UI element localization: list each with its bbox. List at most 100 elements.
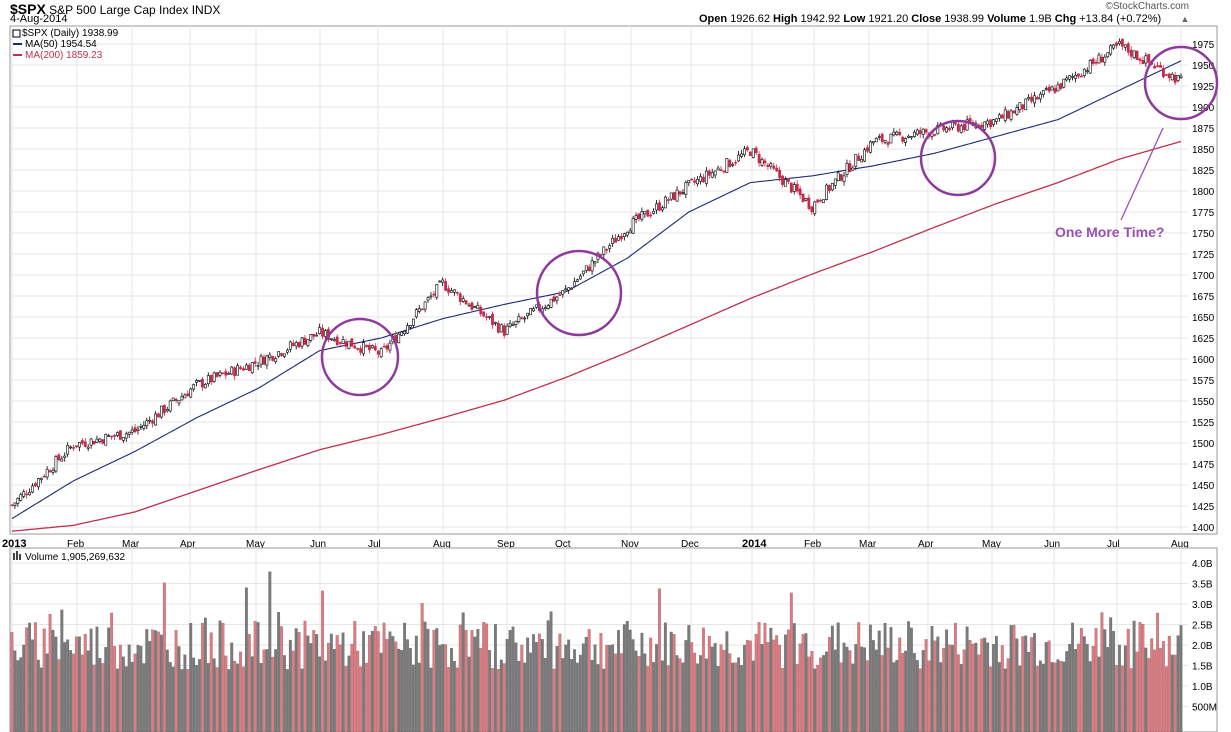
volume-bar xyxy=(1094,628,1098,732)
volume-bar xyxy=(517,660,521,732)
candle-body xyxy=(696,179,699,185)
volume-bar xyxy=(435,628,439,732)
volume-bar xyxy=(104,647,108,732)
candle-body xyxy=(661,207,664,211)
volume-bar xyxy=(338,644,342,732)
volume-bar xyxy=(470,630,474,732)
volume-bar xyxy=(54,636,58,732)
volume-bar xyxy=(537,633,541,732)
volume-bar xyxy=(394,641,398,732)
highlight-circles xyxy=(320,45,1219,397)
volume-bar xyxy=(312,630,316,732)
volume-bar xyxy=(775,635,779,732)
volume-bar xyxy=(719,644,723,732)
volume-bar xyxy=(350,643,354,732)
candle-body xyxy=(719,169,723,171)
candle-body xyxy=(995,118,998,122)
candle-body xyxy=(338,342,342,344)
volume-bar xyxy=(411,664,415,732)
candle-body xyxy=(965,119,969,131)
candle-body xyxy=(707,170,711,176)
volume-bar xyxy=(332,649,336,732)
volume-bar xyxy=(321,590,324,732)
candle-body xyxy=(848,163,852,172)
volume-bar xyxy=(813,668,817,732)
volume-bar xyxy=(1159,647,1162,732)
candle-body xyxy=(666,199,670,201)
candle-body xyxy=(66,445,70,455)
candle-body xyxy=(203,384,207,389)
volume-bar xyxy=(526,637,530,732)
candle-body xyxy=(324,330,327,338)
candle-body xyxy=(206,375,210,385)
volume-bar xyxy=(230,642,234,732)
volume-bar xyxy=(860,646,864,732)
volume-bar xyxy=(751,660,755,732)
volume-bar xyxy=(602,668,606,732)
candle-body xyxy=(863,149,866,162)
volume-bar xyxy=(617,630,620,732)
volume-bar xyxy=(702,627,705,732)
candle-body xyxy=(959,125,963,133)
open-value: 1926.62 xyxy=(730,13,770,25)
volume-bar xyxy=(13,650,17,732)
candle-body xyxy=(195,380,198,383)
volume-bar xyxy=(596,664,600,732)
volume-bar xyxy=(825,651,828,732)
volume-bar xyxy=(869,624,872,732)
candle-body xyxy=(1024,98,1028,111)
candle-body xyxy=(57,454,61,461)
volume-bar xyxy=(1156,612,1159,732)
candle-body xyxy=(1009,110,1013,120)
candle-body xyxy=(1074,75,1077,79)
volume-bar xyxy=(532,634,535,732)
volume-tick-label: 500M xyxy=(1192,703,1217,714)
candle-body xyxy=(479,306,483,315)
candle-body xyxy=(1077,73,1080,77)
volume-bar xyxy=(854,644,858,732)
volume-bar xyxy=(558,633,562,732)
x-tick-label: Mar xyxy=(859,539,877,550)
volume-bar xyxy=(1164,666,1168,732)
candle-body xyxy=(444,281,448,291)
x-tick-label: Apr xyxy=(918,539,934,550)
index-name: S&P 500 Large Cap Index xyxy=(49,3,189,17)
candle-body xyxy=(702,176,705,183)
volume-bar xyxy=(1088,661,1092,732)
candle-body xyxy=(845,163,849,175)
exchange: INDX xyxy=(191,3,221,17)
candle-body xyxy=(643,210,647,215)
volume-bar xyxy=(1003,668,1007,732)
volume-bar xyxy=(121,656,125,732)
candle-body xyxy=(420,308,424,311)
volume-bar xyxy=(707,635,711,732)
x-tick-label: Nov xyxy=(621,539,639,550)
volume-bar xyxy=(1167,635,1171,732)
candle-body xyxy=(1103,56,1107,63)
candle-body xyxy=(438,280,442,283)
candle-body xyxy=(239,367,242,369)
volume-bar xyxy=(883,622,887,732)
time-x-axis: 2013 Feb Mar Apr May Jun Jul Aug Sep Oct Nov Dec 201… xyxy=(2,538,1189,550)
y-tick-label: 1675 xyxy=(1192,292,1215,303)
candle-body xyxy=(268,354,272,359)
low-value: 1921.20 xyxy=(868,13,909,25)
scroll-up-icon[interactable]: ▲ xyxy=(1180,14,1190,24)
volume-bar xyxy=(1091,645,1095,732)
price-y-axis: 1400 1425 1450 1475 1500 1525 1550 1575 1600 1625… xyxy=(1192,40,1215,534)
volume-bar xyxy=(16,660,20,732)
candle-body xyxy=(564,288,568,291)
annotation-text: One More Time? xyxy=(1055,224,1164,240)
volume-bar xyxy=(151,629,155,732)
candle-body xyxy=(145,420,149,427)
candle-body xyxy=(617,236,620,241)
candle-body xyxy=(1176,75,1180,81)
candle-body xyxy=(757,154,761,164)
candle-body xyxy=(499,324,503,333)
x-tick-label: Dec xyxy=(681,539,699,550)
y-tick-label: 1650 xyxy=(1192,313,1215,324)
candle-body xyxy=(1112,44,1116,49)
volume-bar xyxy=(640,632,644,732)
candle-body xyxy=(508,322,512,327)
candle-body xyxy=(318,327,322,334)
